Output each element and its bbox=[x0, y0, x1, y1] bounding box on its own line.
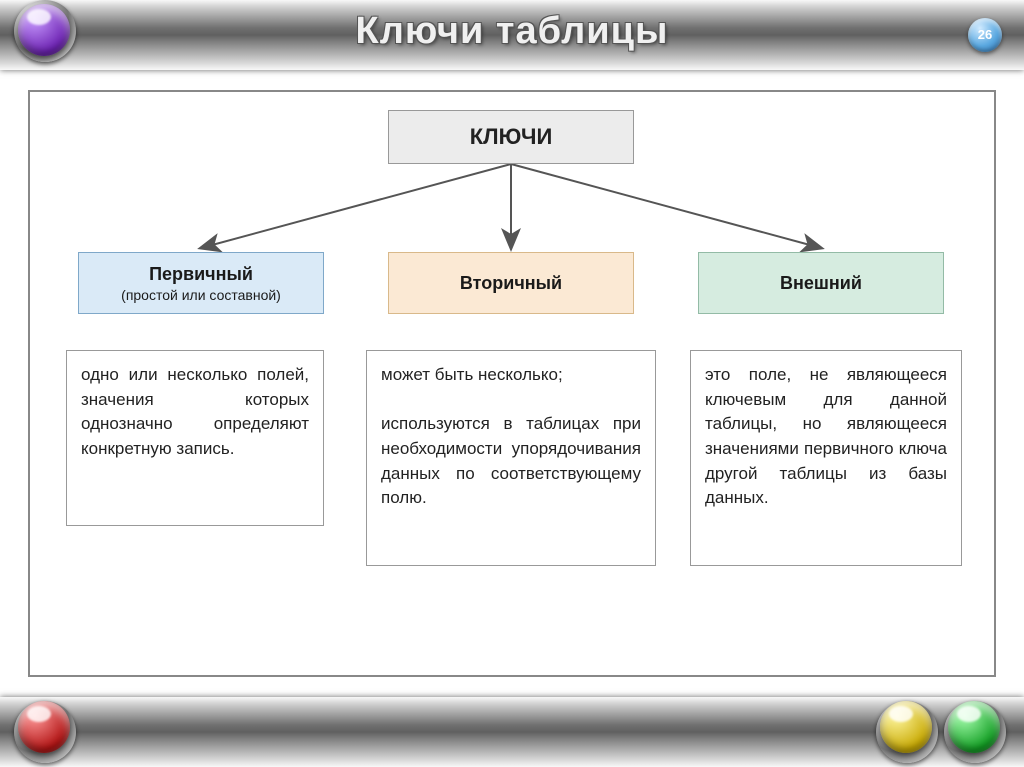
branch-desc-foreign: это поле, не являющееся ключевым для дан… bbox=[690, 350, 962, 566]
slide-number-badge: 26 bbox=[968, 18, 1002, 52]
orb-purple[interactable] bbox=[18, 4, 70, 56]
bottom-bar bbox=[0, 697, 1024, 767]
orb-yellow[interactable] bbox=[880, 701, 932, 753]
branch-desc-primary: одно или несколько полей, значения котор… bbox=[66, 350, 324, 526]
branch-head-secondary: Вторичный bbox=[388, 252, 634, 314]
orb-red[interactable] bbox=[18, 701, 70, 753]
branch-title: Вторичный bbox=[460, 273, 562, 294]
branch-title: Первичный bbox=[149, 264, 253, 285]
branch-head-foreign: Внешний bbox=[698, 252, 944, 314]
content-stage: КЛЮЧИ Первичный (простой или составной) од… bbox=[28, 90, 996, 677]
branch-title: Внешний bbox=[780, 273, 862, 294]
root-node: КЛЮЧИ bbox=[388, 110, 634, 164]
orb-green[interactable] bbox=[948, 701, 1000, 753]
root-label: КЛЮЧИ bbox=[470, 124, 553, 150]
slide-title: Ключи таблицы bbox=[0, 10, 1024, 53]
branch-head-primary: Первичный (простой или составной) bbox=[78, 252, 324, 314]
branch-subtitle: (простой или составной) bbox=[121, 287, 281, 303]
branch-desc-secondary: может быть несколько; используются в таб… bbox=[366, 350, 656, 566]
